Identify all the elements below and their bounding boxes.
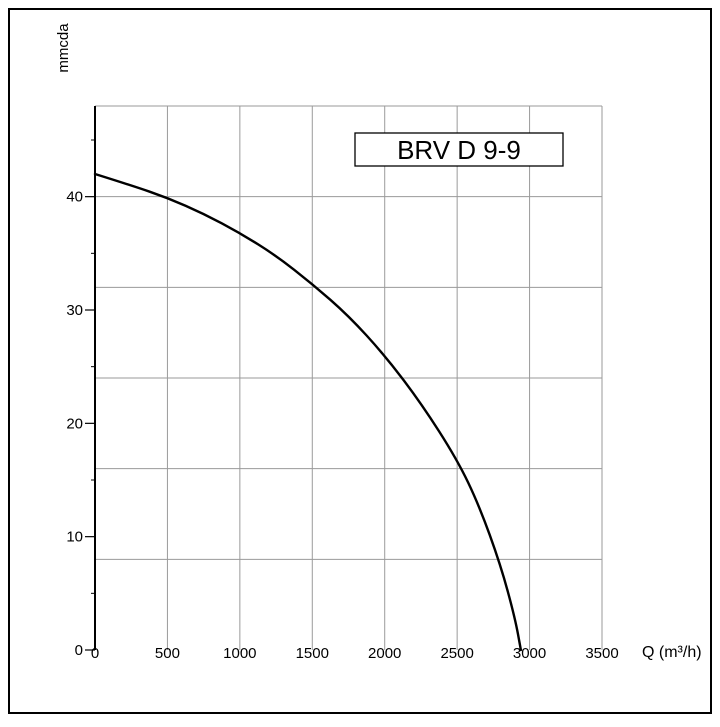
x-tick-label: 500 [155, 645, 180, 662]
y-tick-label: 30 [66, 302, 83, 319]
title-box: BRV D 9-9 [354, 132, 564, 167]
x-tick-label: 1500 [296, 645, 329, 662]
title-box-border [354, 132, 564, 167]
y-axis-label: mmcda [55, 23, 72, 73]
x-tick-label: 3000 [513, 645, 546, 662]
grid-layer [95, 105, 603, 650]
series-layer [93, 172, 523, 652]
y-tick-label: 0 [75, 642, 83, 659]
y-tick-label: 20 [66, 415, 83, 432]
x-tick-label: 1000 [223, 645, 256, 662]
chart-title: BRV D 9-9 [397, 135, 521, 165]
outer-frame [8, 8, 712, 714]
y-tick-label: 40 [66, 189, 83, 206]
x-tick-label: 3500 [585, 645, 618, 662]
series-line [93, 172, 523, 652]
y-tick-label: 10 [66, 529, 83, 546]
x-tick-label: 2500 [440, 645, 473, 662]
x-axis-label: Q (m³/h) [642, 644, 702, 661]
x-tick-label: 2000 [368, 645, 401, 662]
x-tick-label: 0 [91, 645, 99, 662]
axis-layer: 0 10 20 30 40 0 500 1000 1500 2000 2500 3000 3500 [66, 106, 619, 662]
